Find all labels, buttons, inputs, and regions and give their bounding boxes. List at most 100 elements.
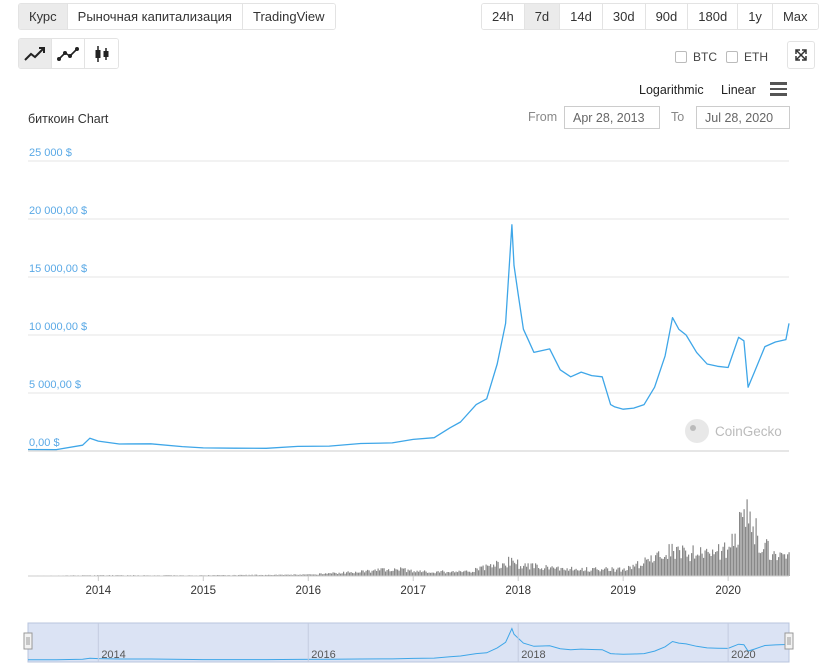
volume-bar	[742, 517, 744, 576]
volume-bar	[475, 567, 477, 576]
volume-bar	[458, 570, 460, 576]
volume-bar	[764, 542, 766, 576]
volume-bar	[737, 544, 739, 576]
volume-bar	[314, 574, 316, 576]
period-1y-button[interactable]: 1y	[738, 4, 773, 29]
volume-bar	[766, 539, 768, 576]
candlestick-chart-button[interactable]	[85, 39, 118, 68]
volume-bar	[622, 569, 624, 576]
volume-bar	[434, 573, 436, 576]
y-tick-label: 10 000,00 $	[29, 321, 87, 333]
volume-bar	[472, 571, 474, 576]
volume-bar	[590, 570, 592, 576]
volume-bar	[655, 555, 657, 576]
period-90d-button[interactable]: 90d	[645, 4, 689, 29]
volume-bar	[640, 565, 642, 576]
from-label: From	[528, 110, 558, 124]
volume-bar	[442, 570, 444, 576]
volume-bar	[451, 571, 453, 576]
volume-bar	[299, 574, 301, 576]
line-points-chart-button[interactable]	[52, 39, 85, 68]
from-date-input[interactable]: Apr 28, 2013	[564, 106, 660, 129]
compare-eth[interactable]: ETH	[726, 50, 768, 64]
volume-bar	[574, 569, 576, 576]
volume-bar	[731, 533, 733, 576]
tab-price[interactable]: Курс	[19, 4, 68, 29]
volume-bar	[656, 552, 658, 576]
logarithmic-scale-link[interactable]: Logarithmic	[639, 83, 704, 97]
volume-bar	[521, 568, 523, 576]
volume-bar	[584, 570, 586, 576]
volume-bar	[305, 574, 307, 576]
volume-bar	[773, 551, 775, 576]
volume-bar	[787, 554, 789, 576]
volume-bar	[469, 571, 471, 576]
period-24h-button[interactable]: 24h	[482, 4, 525, 29]
volume-bar	[637, 561, 639, 576]
volume-bar	[614, 571, 616, 576]
navigator-right-handle[interactable]	[784, 632, 794, 650]
volume-bar	[566, 568, 568, 576]
navigator-left-handle[interactable]	[23, 632, 33, 650]
fullscreen-button[interactable]	[787, 41, 815, 69]
volume-bar	[599, 571, 601, 576]
tab-tradingview[interactable]: TradingView	[242, 4, 335, 29]
volume-bar	[788, 552, 790, 576]
eth-label: ETH	[744, 50, 768, 64]
eth-checkbox[interactable]	[726, 51, 738, 63]
period-7d-button[interactable]: 7d	[524, 4, 561, 29]
volume-bar	[646, 559, 648, 576]
volume-bar	[337, 574, 339, 576]
volume-bar	[653, 560, 655, 576]
volume-bar	[394, 568, 396, 576]
volume-bar	[308, 574, 310, 576]
compare-btc[interactable]: BTC	[675, 50, 717, 64]
volume-bar	[718, 544, 720, 576]
tab-market-cap[interactable]: Рыночная капитализация	[67, 4, 243, 29]
volume-bar	[460, 571, 462, 576]
period-180d-button[interactable]: 180d	[688, 4, 739, 29]
volume-bar	[409, 570, 411, 576]
volume-bar	[488, 565, 490, 576]
chart-menu-icon[interactable]	[770, 82, 787, 96]
volume-bar	[667, 558, 669, 576]
volume-bar	[254, 574, 256, 576]
to-date-input[interactable]: Jul 28, 2020	[696, 106, 790, 129]
volume-bar	[355, 571, 357, 576]
volume-bar	[448, 572, 450, 576]
volume-bar	[665, 555, 667, 576]
volume-bar	[377, 568, 379, 576]
volume-bar	[680, 558, 682, 576]
volume-bar	[392, 570, 394, 576]
volume-bar	[310, 574, 312, 576]
candlestick-chart-icon	[95, 45, 108, 62]
volume-bar	[437, 571, 439, 576]
volume-bar	[736, 547, 738, 576]
volume-bar	[604, 568, 606, 576]
period-30d-button[interactable]: 30d	[602, 4, 646, 29]
volume-bar	[617, 567, 619, 576]
btc-checkbox[interactable]	[675, 51, 687, 63]
volume-bar	[406, 572, 408, 576]
period-14d-button[interactable]: 14d	[560, 4, 603, 29]
period-max-button[interactable]: Max	[772, 4, 818, 29]
volume-bar	[419, 570, 421, 576]
volume-bar	[301, 574, 303, 576]
volume-bar	[572, 570, 574, 576]
volume-bar	[296, 574, 298, 576]
volume-bar	[496, 560, 498, 576]
view-tabs: Курс Рыночная капитализация TradingView	[18, 3, 336, 30]
volume-bar	[776, 560, 778, 576]
line-chart-button[interactable]	[19, 39, 52, 68]
volume-bar	[352, 572, 354, 576]
volume-bar	[400, 567, 402, 576]
volume-bar	[349, 572, 351, 576]
volume-bar	[281, 574, 283, 576]
volume-bar	[506, 567, 508, 576]
volume-bar	[524, 563, 526, 576]
linear-scale-link[interactable]: Linear	[721, 83, 756, 97]
volume-bar	[487, 565, 489, 576]
watermark-text: CoinGecko	[715, 424, 782, 439]
volume-bar	[557, 566, 559, 576]
volume-bar	[517, 559, 519, 576]
